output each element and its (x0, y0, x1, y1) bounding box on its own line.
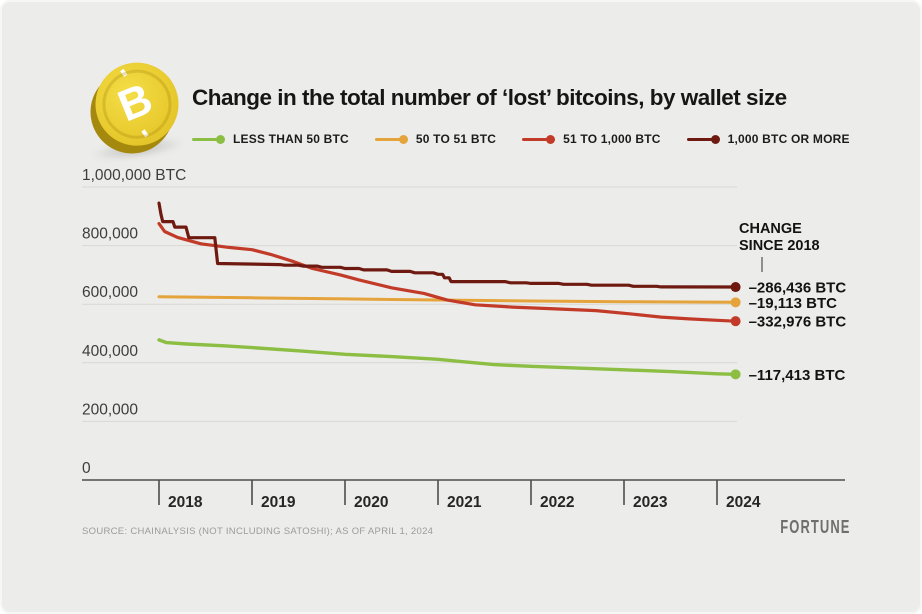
change-value-label-1: –19,113 BTC (749, 295, 838, 312)
legend-item-0: LESS THAN 50 BTC (192, 132, 349, 146)
x-axis-label-2023: 2023 (633, 494, 668, 511)
legend-label: 51 TO 1,000 BTC (563, 132, 661, 146)
y-axis-label-200000: 200,000 (82, 401, 138, 418)
chart-legend: LESS THAN 50 BTC 50 TO 51 BTC 51 TO 1,000 … (192, 132, 850, 146)
series-line-2 (157, 222, 738, 323)
y-axis-label-600000: 600,000 (82, 284, 138, 301)
series-end-dot-0 (730, 369, 741, 380)
y-axis-label-1000000: 1,000,000 BTC (82, 167, 186, 184)
y-axis-label-0: 0 (82, 460, 91, 477)
legend-dot-icon (216, 134, 225, 144)
legend-line-icon (522, 137, 548, 141)
legend-line-icon (374, 137, 400, 141)
x-axis-label-2018: 2018 (168, 494, 203, 511)
x-axis-label-2022: 2022 (540, 494, 574, 511)
y-axis-label-400000: 400,000 (82, 343, 138, 360)
x-axis-label-2019: 2019 (261, 494, 296, 511)
x-axis-label-2021: 2021 (447, 494, 482, 511)
change-since-2018-label: CHANGE SINCE 2018 (739, 221, 820, 254)
change-header-line1: CHANGE (739, 221, 802, 237)
legend-line-icon (686, 137, 712, 141)
change-value-label-3: –286,436 BTC (749, 280, 847, 297)
change-value-label-2: –332,976 BTC (749, 314, 847, 331)
x-axis-label-2020: 2020 (354, 494, 388, 511)
legend-dot-icon (398, 134, 408, 144)
legend-line-icon (192, 137, 217, 141)
legend-item-3: 1,000 BTC OR MORE (686, 132, 850, 146)
series-line-1 (157, 295, 738, 304)
series-end-dot-3 (730, 282, 741, 293)
legend-label: LESS THAN 50 BTC (233, 132, 349, 146)
source-note: SOURCE: CHAINALYSIS (NOT INCLUDING SATOS… (82, 526, 434, 537)
change-value-label-0: –117,413 BTC (749, 367, 846, 384)
series-line-0 (157, 338, 738, 376)
change-header-line2: SINCE 2018 (739, 237, 820, 254)
legend-dot-icon (710, 134, 720, 144)
series-end-dot-2 (730, 316, 741, 327)
legend-item-2: 51 TO 1,000 BTC (522, 132, 661, 146)
legend-label: 50 TO 51 BTC (415, 132, 497, 146)
legend-dot-icon (546, 134, 556, 144)
series-end-dot-1 (730, 297, 741, 308)
y-axis-label-800000: 800,000 (82, 226, 138, 243)
x-axis-label-2024: 2024 (726, 494, 761, 511)
legend-item-1: 50 TO 51 BTC (374, 132, 497, 146)
fortune-logo: FORTUNE (779, 517, 850, 537)
series-line-3 (157, 201, 738, 289)
annotation-connector-line (761, 257, 763, 272)
legend-label: 1,000 BTC OR MORE (727, 132, 850, 146)
chart-title: Change in the total number of ‘lost’ bit… (192, 85, 787, 110)
